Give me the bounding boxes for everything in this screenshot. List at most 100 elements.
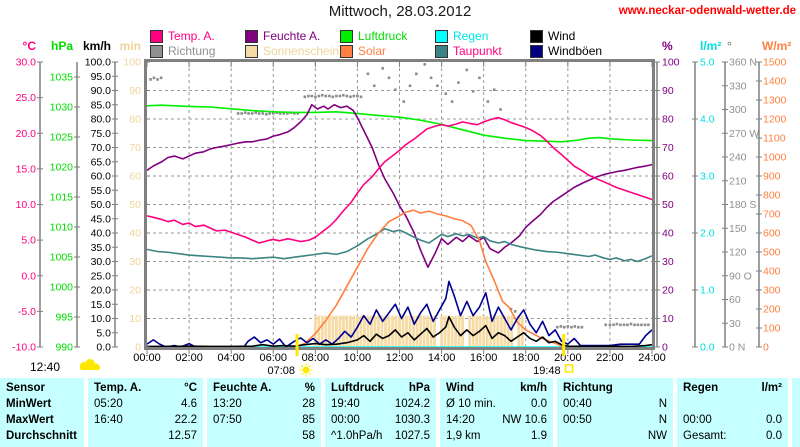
legend-swatch-windb-en [530, 44, 543, 58]
svg-text:1.0: 1.0 [700, 285, 715, 297]
svg-text:1005: 1005 [50, 252, 74, 264]
axis-headers: °C hPa km/h min% l/m² ° W/m² [23, 39, 792, 53]
svg-text:-10.0: -10.0 [12, 342, 36, 354]
table-column-temp-a: Temp. A. °C 05:20 4.6 16:40 22.2 12.57 [88, 378, 207, 447]
svg-text:22:00: 22:00 [596, 352, 624, 364]
cell-time: 00:40 [563, 398, 592, 410]
svg-text:00:00: 00:00 [133, 352, 161, 364]
legend-swatch-wind [530, 29, 543, 43]
series-richtung [149, 63, 650, 329]
table-row-maxwert: MaxWert [0, 412, 84, 428]
svg-text:1025: 1025 [50, 132, 74, 144]
svg-text:80: 80 [129, 114, 141, 126]
svg-text:-5.0: -5.0 [18, 306, 36, 318]
table-row-minwert: 05:20 4.6 [88, 396, 203, 412]
svg-text:60: 60 [662, 171, 674, 183]
cell-value: 0.0 [766, 430, 782, 442]
table-header-row: Richtung [557, 380, 673, 396]
svg-text:14:00: 14:00 [428, 352, 456, 364]
table-row-minwert: MinWert [0, 396, 84, 412]
table-column-richtung: Richtung 00:40 N 00:50 N NW [557, 378, 677, 447]
svg-text:25.0: 25.0 [16, 92, 37, 104]
svg-text:300: 300 [763, 285, 781, 297]
table-row-durchschnitt: NW [557, 428, 673, 444]
legend-item-taupunkt: Taupunkt [435, 44, 530, 58]
svg-text:18:00: 18:00 [512, 352, 540, 364]
table-row-maxwert: 00:00 0.0 [677, 412, 788, 428]
svg-text:04:00: 04:00 [217, 352, 245, 364]
column-header: Luftdruck [331, 382, 385, 394]
svg-text:0.0: 0.0 [700, 342, 715, 354]
sunset-icon [564, 364, 574, 373]
sunrise-sun-icon [299, 363, 313, 377]
cell-time: 00:00 [683, 414, 712, 426]
summary-table: Sensor MinWert MaxWert Durchschnitt Temp. A.… [0, 378, 800, 447]
svg-text:990: 990 [55, 342, 73, 354]
series-feuchte-a [146, 103, 653, 269]
cell-value: 1.9 [531, 430, 547, 442]
table-header-row: Feuchte A.% [207, 380, 321, 396]
sunrise-time: 07:08 [267, 365, 295, 377]
cell-value: NW 10.6 [502, 414, 547, 426]
table-header-row: Regen l/m² [677, 380, 788, 396]
svg-text:900: 900 [763, 171, 781, 183]
axis-header-hpa: hPa [51, 39, 73, 53]
svg-text:10.0: 10.0 [91, 313, 112, 325]
axis-direction: 0 N 30 60 90 O 120 150 180 S 210 240 270 W 300 330 3… [722, 57, 759, 354]
axis-header-min: min [120, 39, 141, 53]
svg-text:06:00: 06:00 [259, 352, 287, 364]
solar-max-time: 12:40 [30, 360, 60, 374]
sun-marks: 07:08 19:48 12:40 [30, 334, 574, 377]
svg-text:360 N: 360 N [729, 57, 757, 69]
svg-text:1300: 1300 [763, 95, 787, 107]
cell-value: 0.0 [531, 398, 547, 410]
table-header-row: Sensor [0, 380, 84, 396]
axis-kmh: 0.0 5.0 10.0 15.0 20.0 25.0 30.0 35.0 40.0 45.0 50… [85, 57, 118, 354]
table-row-maxwert: 14:20 NW 10.6 [440, 412, 553, 428]
cell-time: 07:50 [213, 414, 242, 426]
cell-value: 1024.2 [394, 398, 430, 410]
svg-text:80.0: 80.0 [91, 114, 112, 126]
svg-text:70: 70 [129, 142, 141, 154]
legend-swatch-solar [340, 44, 353, 58]
cell-value: 28 [302, 398, 315, 410]
row-label: Durchschnitt [6, 430, 77, 442]
svg-text:2.0: 2.0 [700, 228, 715, 240]
table-row-maxwert: 16:40 22.2 [88, 412, 203, 428]
axis-header-: % [662, 39, 673, 53]
svg-text:1400: 1400 [763, 76, 787, 88]
cell-value: 1030.3 [394, 414, 430, 426]
svg-text:15.0: 15.0 [91, 299, 112, 311]
table-row-minwert [677, 396, 788, 412]
series-luftdruck [146, 104, 653, 143]
svg-text:60: 60 [729, 294, 741, 306]
column-unit: hPa [408, 382, 430, 394]
legend-swatch-richtung [150, 44, 163, 58]
cell-time: Gesamt: [683, 430, 727, 442]
legend-swatch-regen [435, 29, 448, 43]
cell-time: 1,9 km [446, 430, 481, 442]
column-header: Richtung [563, 382, 613, 394]
legend-item-wind: Wind [530, 29, 625, 43]
svg-text:30: 30 [729, 318, 741, 330]
table-row-minwert: 00:40 N [557, 396, 673, 412]
cell-value: NW [647, 430, 667, 442]
cell-value: 12.57 [168, 430, 197, 442]
cell-time: 05:20 [94, 398, 123, 410]
website-link[interactable]: www.neckar-odenwald-wetter.de [618, 5, 796, 17]
cell-value: 22.2 [174, 414, 197, 426]
svg-text:1200: 1200 [763, 114, 787, 126]
cell-time: 00:50 [563, 414, 592, 426]
svg-text:0.0: 0.0 [21, 270, 36, 282]
table-row-maxwert: 00:00 1030.3 [325, 412, 436, 428]
legend-item-regen: Regen [435, 29, 530, 43]
svg-text:200: 200 [763, 304, 781, 316]
column-header: Temp. A. [94, 382, 142, 394]
svg-text:24:00: 24:00 [638, 352, 666, 364]
svg-text:25.0: 25.0 [91, 270, 112, 282]
legend-label: Solar [358, 44, 387, 58]
table-row-maxwert: 00:50 N [557, 412, 673, 428]
svg-text:70.0: 70.0 [91, 142, 112, 154]
svg-text:15.0: 15.0 [16, 163, 37, 175]
